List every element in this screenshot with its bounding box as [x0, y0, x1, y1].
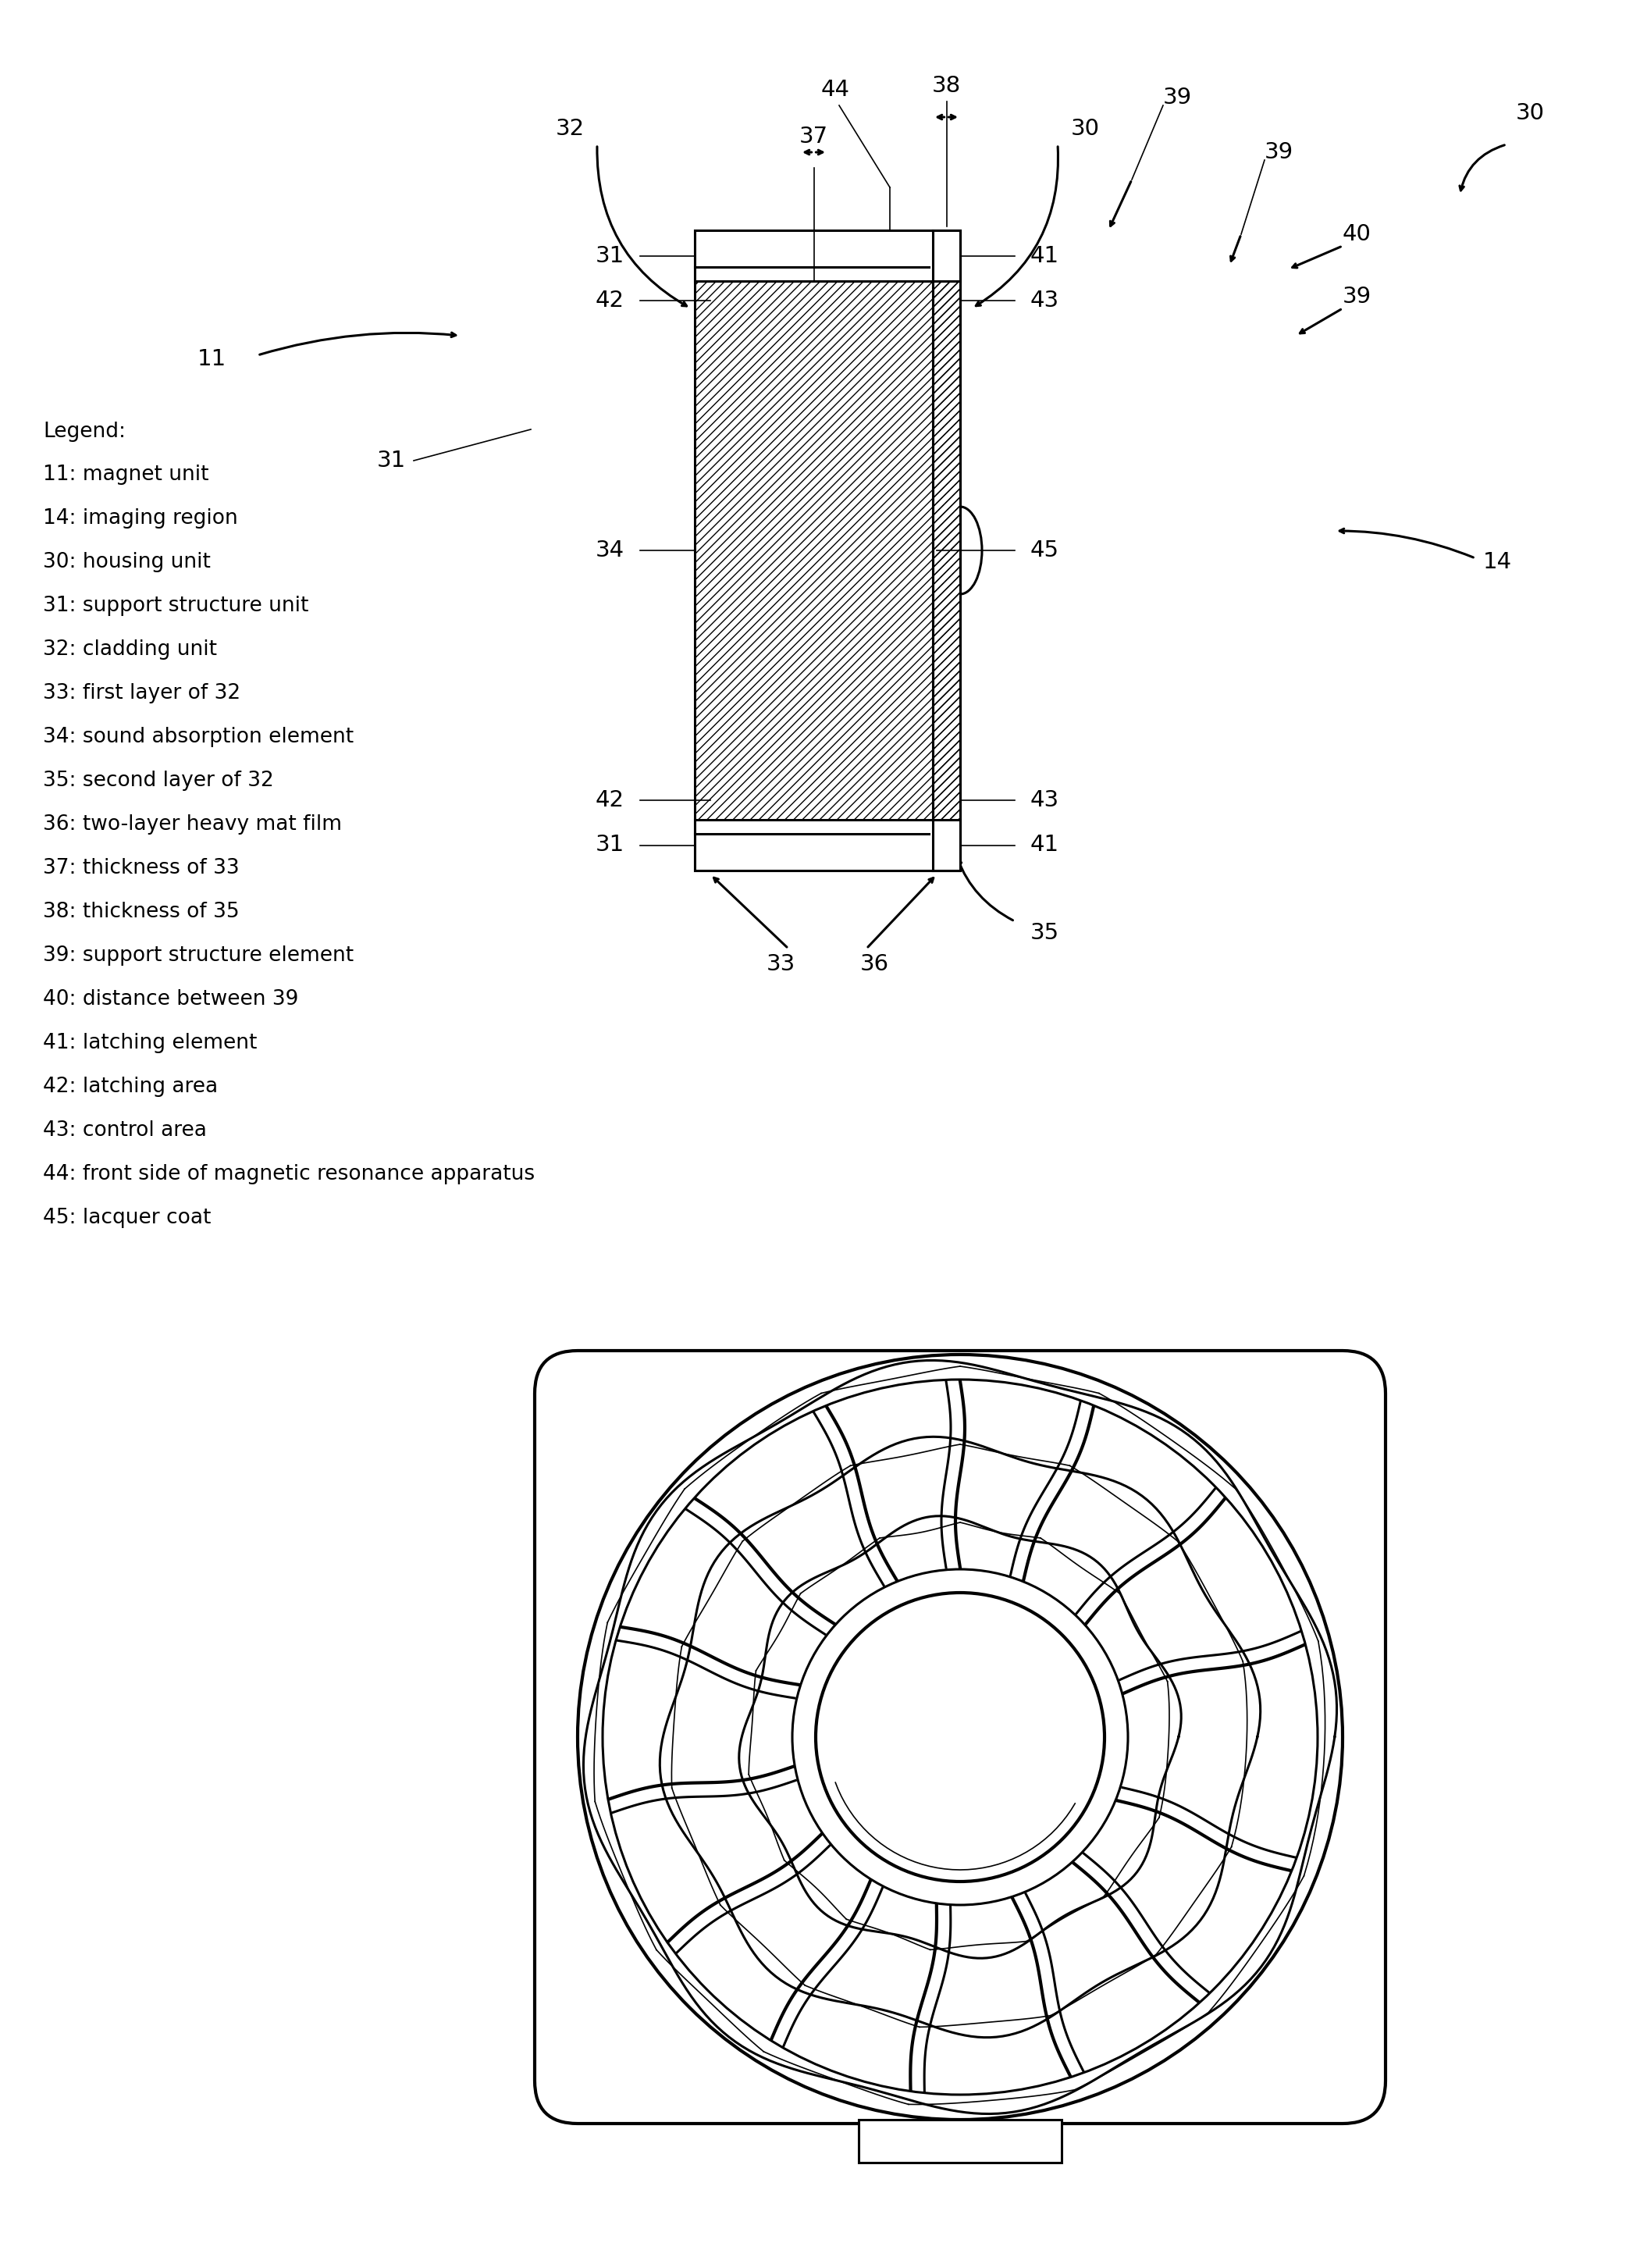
Text: 32: cladding unit: 32: cladding unit	[43, 640, 216, 660]
Text: 34: 34	[595, 540, 625, 562]
Text: Legend:: Legend:	[43, 422, 126, 442]
FancyBboxPatch shape	[535, 1352, 1386, 2123]
Text: 31: 31	[595, 245, 625, 268]
Text: 42: 42	[595, 290, 625, 311]
Text: 38: thickness of 35: 38: thickness of 35	[43, 903, 239, 923]
Bar	[695, 231, 959, 281]
Text: 39: 39	[1163, 86, 1192, 109]
Circle shape	[815, 1592, 1104, 1882]
Text: 36: two-layer heavy mat film: 36: two-layer heavy mat film	[43, 814, 341, 835]
Text: 43: 43	[1030, 789, 1059, 812]
Text: 39: 39	[1343, 286, 1371, 308]
Text: 14: imaging region: 14: imaging region	[43, 508, 238, 528]
Text: 32: 32	[556, 118, 584, 141]
Text: 38: 38	[932, 75, 961, 98]
Text: 41: 41	[1030, 835, 1059, 855]
Text: 39: 39	[1264, 141, 1294, 163]
Text: 31: support structure unit: 31: support structure unit	[43, 596, 308, 617]
Text: 35: 35	[1030, 923, 1059, 943]
Text: 30: 30	[1071, 118, 1099, 141]
Text: 44: front side of magnetic resonance apparatus: 44: front side of magnetic resonance app…	[43, 1163, 535, 1184]
Text: 11: magnet unit: 11: magnet unit	[43, 465, 208, 485]
Bar	[859, 2121, 1061, 2164]
Text: 37: 37	[799, 125, 828, 147]
Text: 40: distance between 39: 40: distance between 39	[43, 989, 298, 1009]
Text: 44: 44	[820, 79, 850, 100]
Text: 11: 11	[197, 349, 226, 370]
Circle shape	[577, 1354, 1343, 2121]
Text: 35: second layer of 32: 35: second layer of 32	[43, 771, 274, 792]
Text: 33: 33	[766, 953, 795, 975]
Text: 31: 31	[595, 835, 625, 855]
Text: 36: 36	[859, 953, 889, 975]
Bar	[695, 819, 959, 871]
Text: 39: support structure element: 39: support structure element	[43, 946, 354, 966]
Text: 42: 42	[595, 789, 625, 812]
Text: 41: 41	[1030, 245, 1059, 268]
Text: 41: latching element: 41: latching element	[43, 1032, 257, 1052]
Text: 30: 30	[1515, 102, 1545, 125]
Text: 45: lacquer coat: 45: lacquer coat	[43, 1209, 212, 1227]
Text: 37: thickness of 33: 37: thickness of 33	[43, 857, 239, 878]
Text: 45: 45	[1030, 540, 1059, 562]
Text: 34: sound absorption element: 34: sound absorption element	[43, 726, 354, 746]
Bar	[695, 231, 959, 871]
Text: 40: 40	[1343, 222, 1371, 245]
Text: 43: 43	[1030, 290, 1059, 311]
Text: 43: control area: 43: control area	[43, 1120, 207, 1141]
Text: 42: latching area: 42: latching area	[43, 1077, 218, 1098]
Bar	[933, 231, 959, 871]
Text: 31: 31	[377, 449, 407, 472]
Text: 14: 14	[1483, 551, 1512, 574]
Text: 30: housing unit: 30: housing unit	[43, 551, 210, 572]
Text: 33: first layer of 32: 33: first layer of 32	[43, 683, 241, 703]
